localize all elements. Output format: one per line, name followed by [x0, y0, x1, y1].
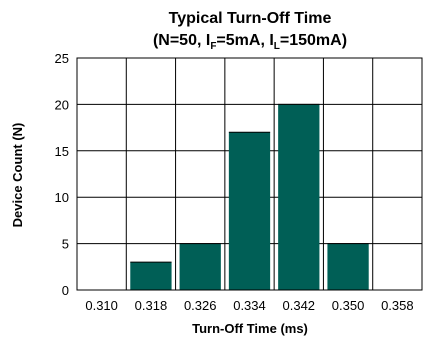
bar: [278, 104, 320, 291]
x-tick-label: 0.342: [283, 298, 316, 313]
x-tick-labels: 0.310 0.318 0.326 0.334 0.342 0.350 0.358: [85, 298, 413, 313]
x-tick-label: 0.318: [135, 298, 168, 313]
x-tick-label: 0.326: [184, 298, 217, 313]
y-tick-labels: 0 5 10 15 20 25: [55, 51, 69, 298]
plot-frame: [76, 57, 423, 291]
x-tick-label: 0.310: [85, 298, 118, 313]
x-tick-label: 0.334: [233, 298, 266, 313]
bars: [130, 103, 369, 291]
y-tick-label: 0: [62, 283, 69, 298]
x-tick-label: 0.350: [332, 298, 365, 313]
x-axis-label: Turn-Off Time (ms): [192, 321, 308, 336]
chart-title-line1: Typical Turn-Off Time: [169, 10, 332, 27]
y-tick-label: 15: [55, 144, 69, 159]
y-tick-label: 5: [62, 237, 69, 252]
y-tick-label: 25: [55, 51, 69, 66]
chart-title-line2: (N=50, IF=5mA, IL=150mA): [153, 32, 347, 52]
y-axis-label: Device Count (N): [10, 123, 25, 228]
bar: [327, 243, 369, 290]
y-tick-label: 20: [55, 97, 69, 112]
y-tick-label: 10: [55, 190, 69, 205]
x-tick-label: 0.358: [381, 298, 414, 313]
bar: [228, 132, 271, 290]
bar: [179, 243, 221, 290]
bar: [130, 262, 172, 290]
